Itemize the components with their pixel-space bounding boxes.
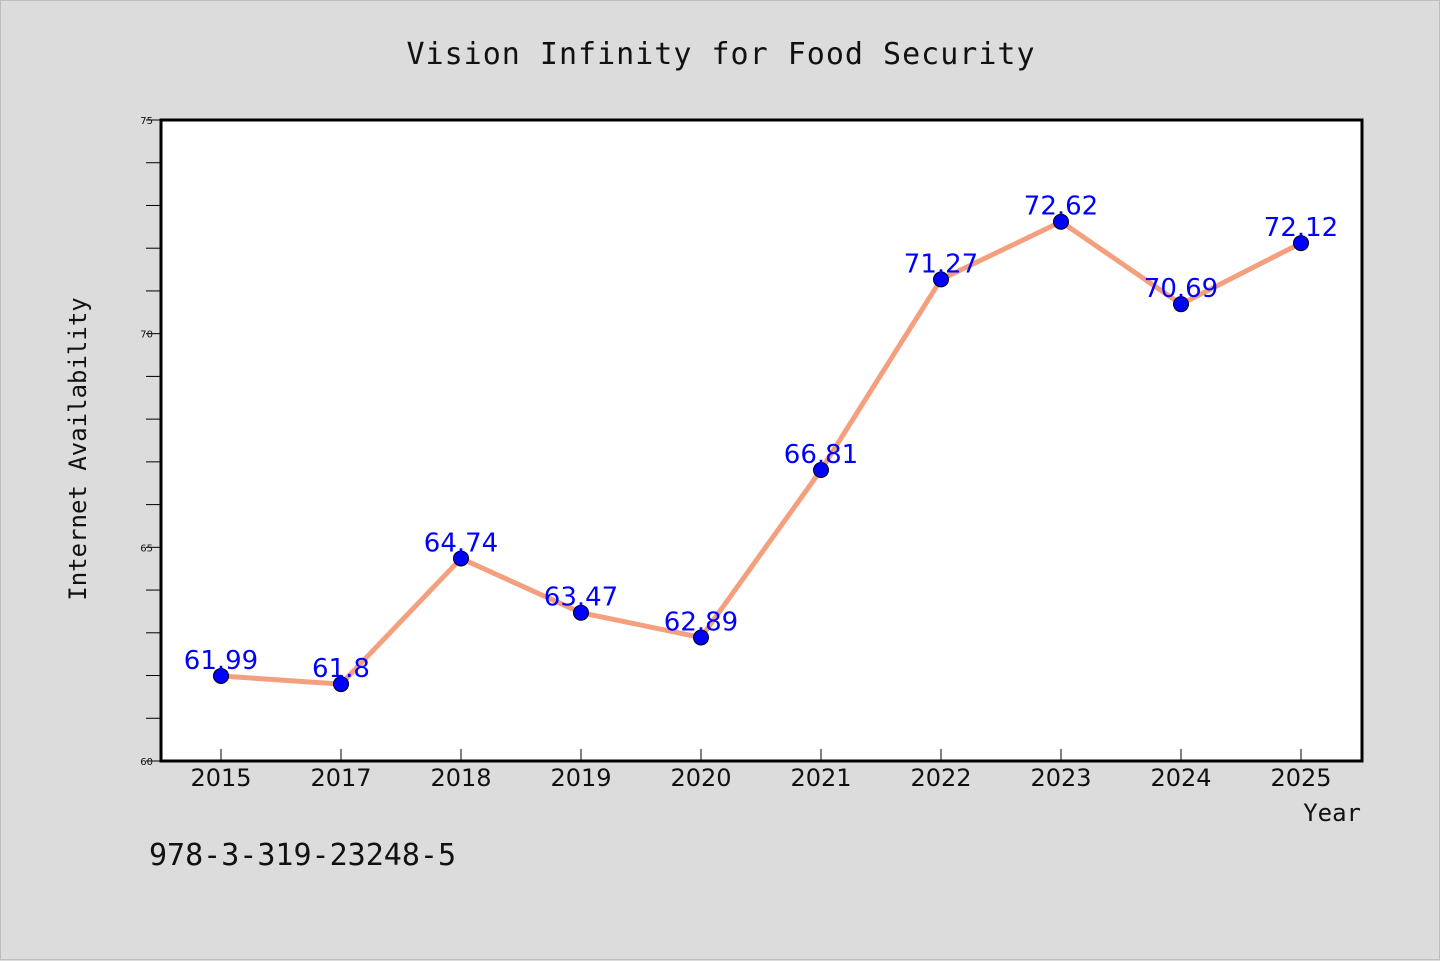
x-tick-label: 2025 — [1270, 764, 1331, 792]
data-point — [933, 271, 949, 288]
x-tick-label: 2021 — [790, 764, 851, 792]
data-label: 61.8 — [312, 654, 370, 684]
data-point — [1173, 296, 1189, 313]
y-tick-label: 75 — [140, 116, 153, 127]
data-point — [1053, 213, 1069, 230]
x-tick-label: 2022 — [910, 764, 971, 792]
chart-title: Vision Infinity for Food Security — [406, 37, 1035, 72]
data-point — [213, 667, 229, 684]
data-label: 61.99 — [184, 646, 258, 676]
data-label: 70.69 — [1144, 274, 1218, 304]
data-label: 71.27 — [904, 249, 978, 279]
footer-isbn: 978-3-319-23248-5 — [149, 838, 456, 873]
y-tick-label: 70 — [140, 330, 153, 341]
x-axis-label: Year — [1303, 799, 1361, 827]
data-label: 62.89 — [664, 608, 738, 638]
data-label: 72.62 — [1024, 192, 1098, 222]
data-label: 72.12 — [1264, 213, 1338, 243]
y-axis-label: Internet Availability — [64, 297, 92, 600]
data-point — [573, 604, 589, 621]
x-tick-label: 2024 — [1150, 764, 1211, 792]
x-tick-label: 2015 — [190, 764, 251, 792]
y-tick-label: 65 — [140, 543, 153, 554]
x-tick-label: 2020 — [670, 764, 731, 792]
data-label: 63.47 — [544, 583, 618, 613]
data-label: 66.81 — [784, 440, 858, 470]
y-axis-ticks: 60 65 70 75 — [140, 116, 161, 768]
x-tick-label: 2019 — [550, 764, 611, 792]
x-tick-label: 2017 — [310, 764, 371, 792]
series-line — [220, 219, 1303, 687]
data-point — [453, 550, 469, 567]
plot-area — [159, 118, 1364, 763]
data-point — [693, 629, 709, 646]
x-tick-label: 2018 — [430, 764, 491, 792]
x-axis-ticks: 2015 2017 2018 2019 2020 2021 2022 2023 2024 2025 — [190, 749, 1332, 792]
data-point — [813, 461, 829, 478]
x-tick-label: 2023 — [1030, 764, 1091, 792]
data-label: 64.74 — [424, 528, 498, 558]
y-tick-label: 60 — [140, 757, 153, 768]
data-point — [333, 676, 349, 693]
data-point — [1293, 235, 1309, 252]
series-layer: 61.99 61.8 64.74 63.47 62.89 66.81 71.27 72.62 7… — [184, 192, 1338, 693]
